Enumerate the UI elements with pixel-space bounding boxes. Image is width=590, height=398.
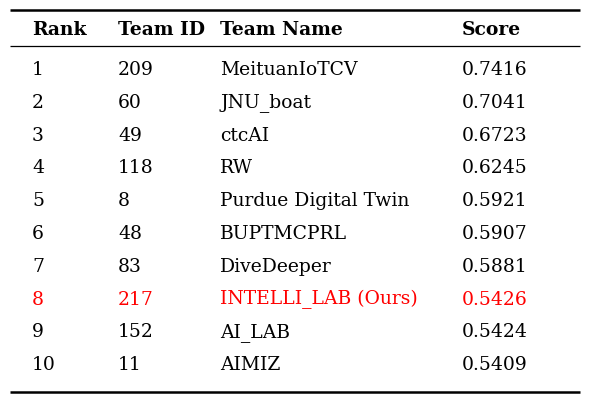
Text: 0.7041: 0.7041 bbox=[462, 94, 527, 112]
Text: 5: 5 bbox=[32, 192, 44, 210]
Text: 60: 60 bbox=[118, 94, 142, 112]
Text: 4: 4 bbox=[32, 160, 44, 178]
Text: Team Name: Team Name bbox=[220, 21, 343, 39]
Text: 209: 209 bbox=[118, 61, 154, 79]
Text: 152: 152 bbox=[118, 324, 154, 341]
Text: 0.5921: 0.5921 bbox=[462, 192, 527, 210]
Text: 217: 217 bbox=[118, 291, 154, 308]
Text: 6: 6 bbox=[32, 225, 44, 243]
Text: 10: 10 bbox=[32, 356, 56, 374]
Text: 1: 1 bbox=[32, 61, 44, 79]
Text: 8: 8 bbox=[118, 192, 130, 210]
Text: 0.5426: 0.5426 bbox=[462, 291, 527, 308]
Text: RW: RW bbox=[220, 160, 253, 178]
Text: 2: 2 bbox=[32, 94, 44, 112]
Text: 83: 83 bbox=[118, 258, 142, 276]
Text: JNU_boat: JNU_boat bbox=[220, 93, 311, 112]
Text: 49: 49 bbox=[118, 127, 142, 144]
Text: 0.5424: 0.5424 bbox=[462, 324, 528, 341]
Text: 0.6723: 0.6723 bbox=[462, 127, 527, 144]
Text: AI_LAB: AI_LAB bbox=[220, 323, 290, 342]
Text: INTELLI_LAB (Ours): INTELLI_LAB (Ours) bbox=[220, 290, 418, 309]
Text: 3: 3 bbox=[32, 127, 44, 144]
Text: 0.5881: 0.5881 bbox=[462, 258, 527, 276]
Text: Rank: Rank bbox=[32, 21, 87, 39]
Text: Purdue Digital Twin: Purdue Digital Twin bbox=[220, 192, 409, 210]
Text: Team ID: Team ID bbox=[118, 21, 205, 39]
Text: MeituanIoTCV: MeituanIoTCV bbox=[220, 61, 358, 79]
Text: BUPTMCPRL: BUPTMCPRL bbox=[220, 225, 347, 243]
Text: 9: 9 bbox=[32, 324, 44, 341]
Text: 0.7416: 0.7416 bbox=[462, 61, 527, 79]
Text: 0.6245: 0.6245 bbox=[462, 160, 527, 178]
Text: AIMIZ: AIMIZ bbox=[220, 356, 280, 374]
Text: 118: 118 bbox=[118, 160, 154, 178]
Text: 48: 48 bbox=[118, 225, 142, 243]
Text: 11: 11 bbox=[118, 356, 142, 374]
Text: 8: 8 bbox=[32, 291, 44, 308]
Text: Score: Score bbox=[462, 21, 521, 39]
Text: DiveDeeper: DiveDeeper bbox=[220, 258, 332, 276]
Text: ctcAI: ctcAI bbox=[220, 127, 269, 144]
Text: 0.5409: 0.5409 bbox=[462, 356, 527, 374]
Text: 7: 7 bbox=[32, 258, 44, 276]
Text: 0.5907: 0.5907 bbox=[462, 225, 527, 243]
